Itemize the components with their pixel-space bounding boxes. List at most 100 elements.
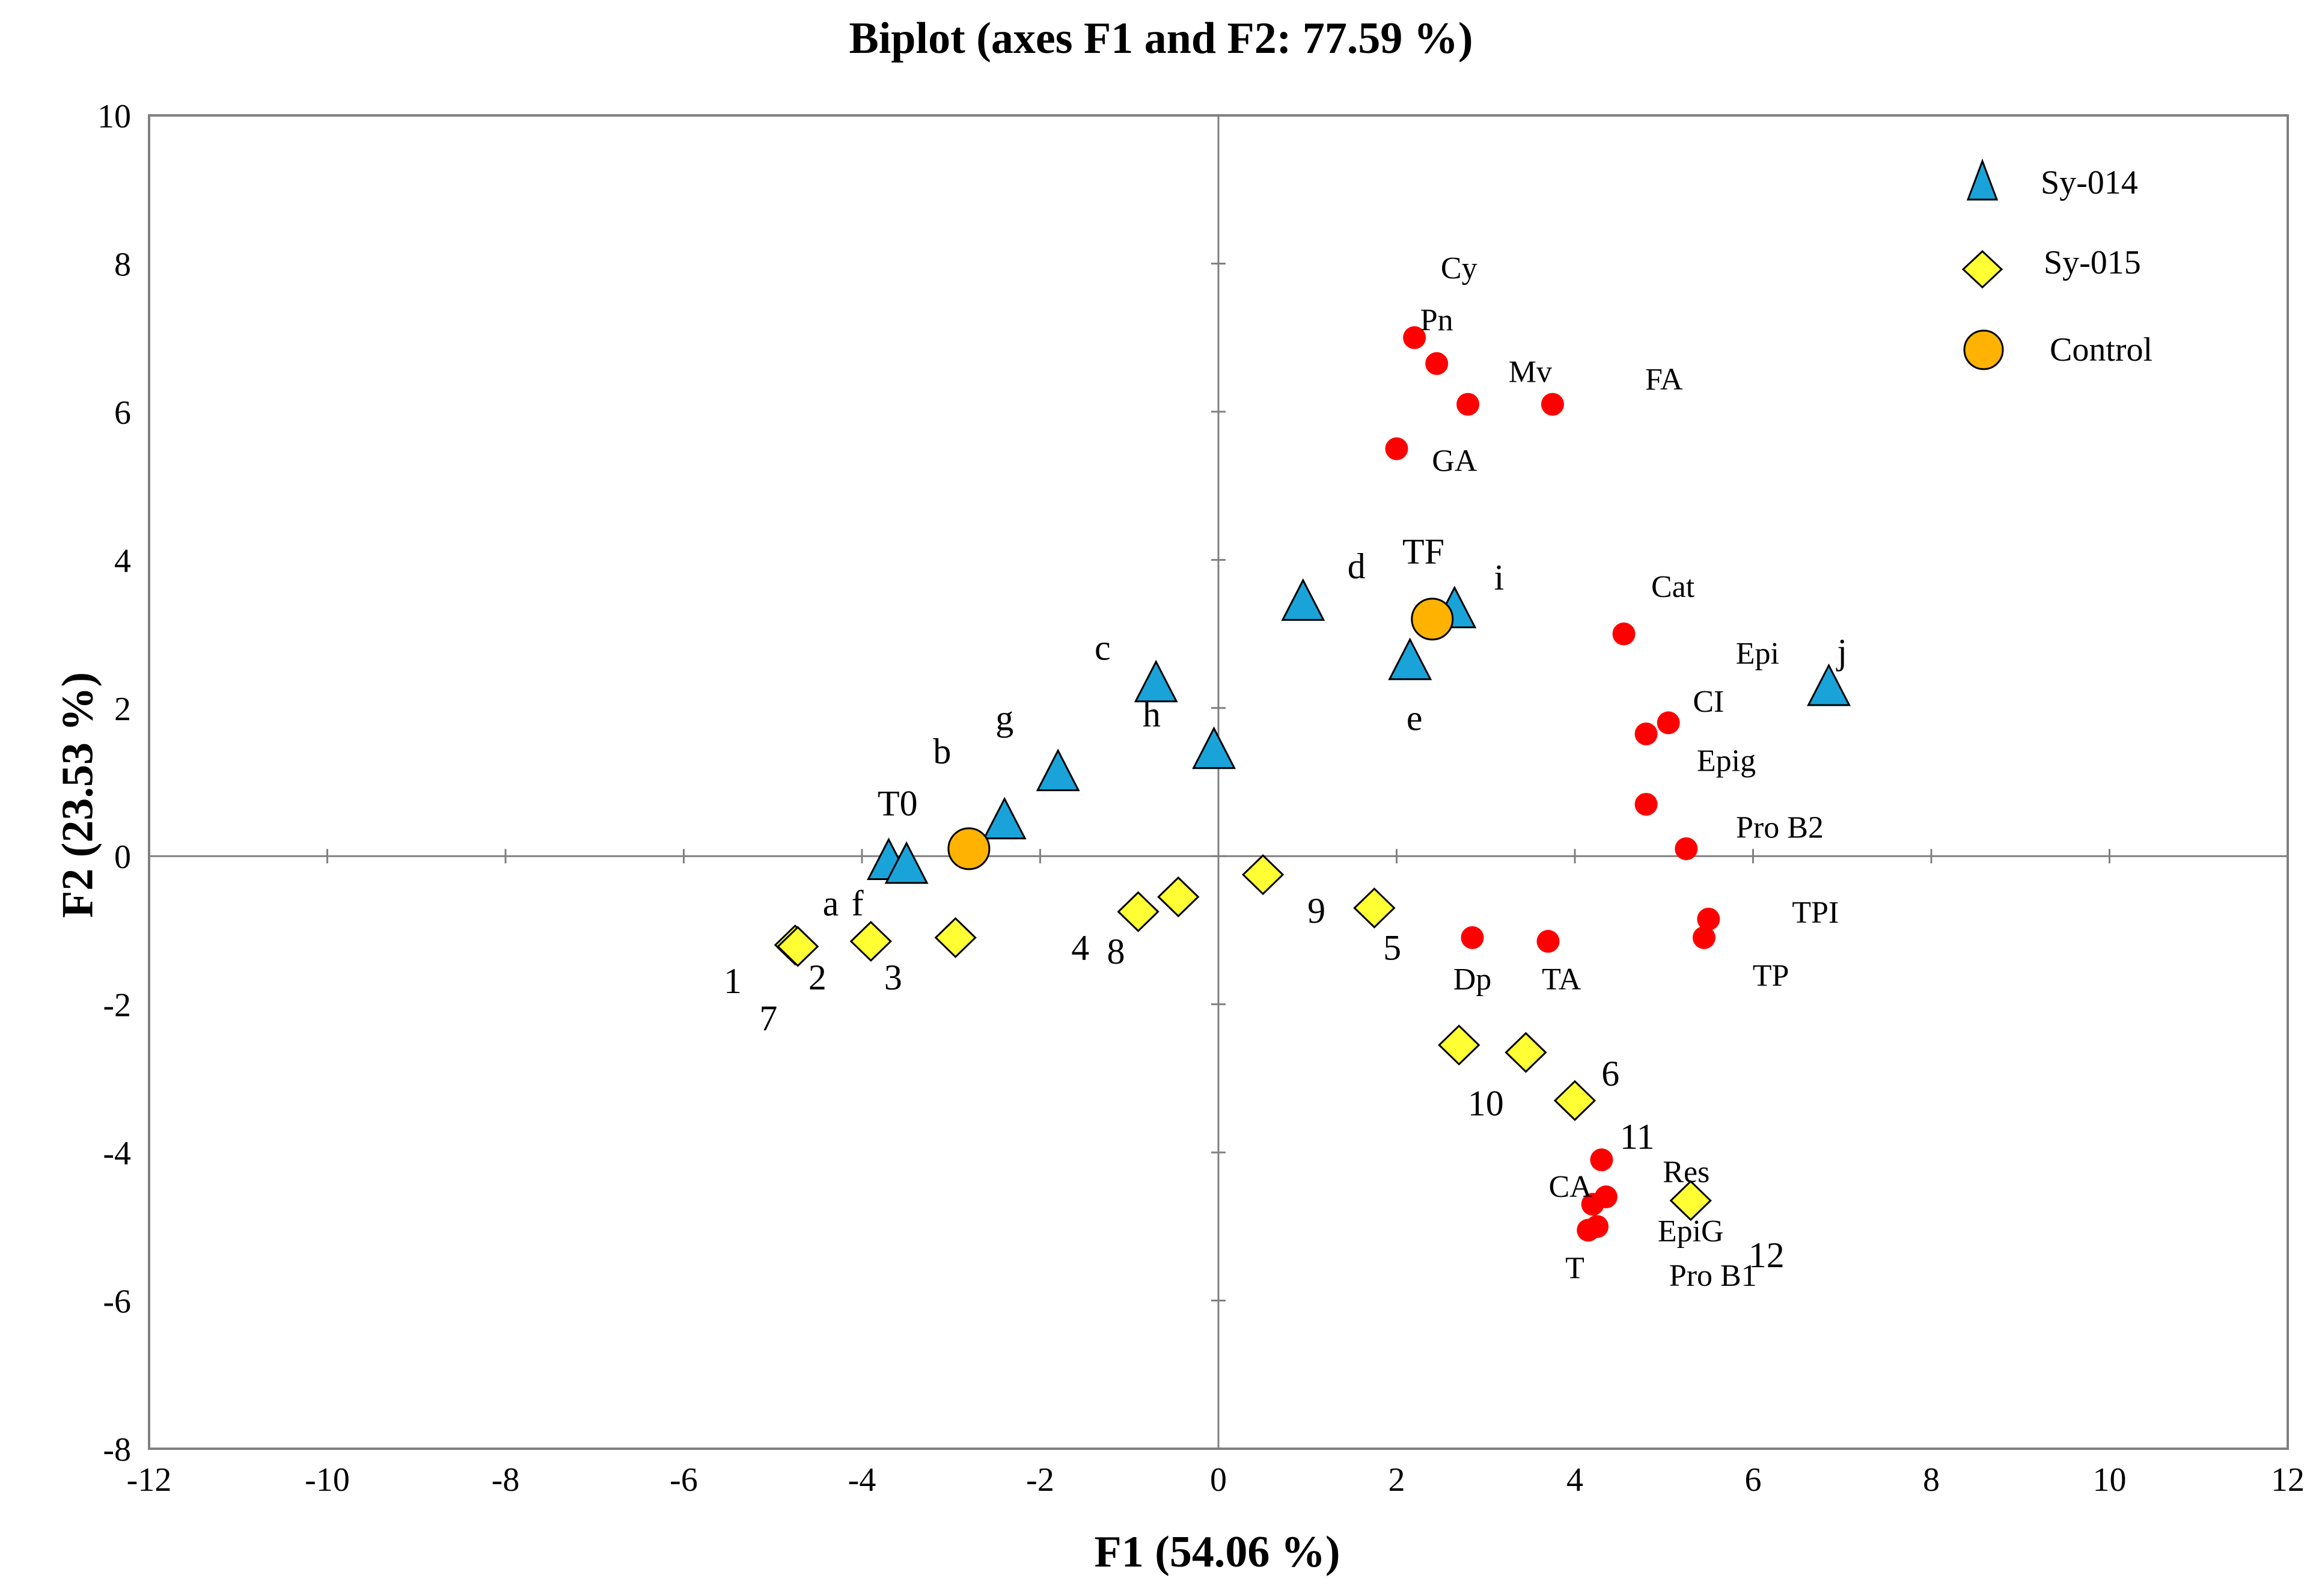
x-tick-label: -4: [848, 1461, 876, 1499]
point-label: d: [1348, 546, 1366, 586]
variable-point: [1425, 352, 1449, 375]
point-label: Dp: [1453, 962, 1492, 997]
point-label: Cat: [1651, 570, 1695, 604]
sy015-point: [1553, 1080, 1596, 1121]
sy015-point: [777, 926, 819, 967]
variable-point: [1536, 929, 1560, 953]
point-label: j: [1836, 632, 1847, 671]
y-tick-label: 4: [114, 542, 131, 579]
legend-sy014-triangle: [1966, 158, 1999, 201]
legend: Sy-014 Sy-015 Control: [1961, 158, 2152, 370]
control-point: [947, 827, 991, 870]
variable-point: [1541, 393, 1564, 416]
sy015-point: [934, 917, 977, 958]
variable-point: [1403, 326, 1426, 349]
point-label: h: [1143, 695, 1161, 735]
variable-point: [1634, 792, 1658, 816]
variable-point: [1612, 622, 1636, 646]
legend-sy014-label: Sy-014: [2041, 164, 2138, 201]
point-label: f: [852, 884, 864, 923]
variable-point: [1590, 1148, 1613, 1172]
variable-point: [1675, 837, 1698, 860]
point-label: 1: [724, 961, 742, 1001]
point-label: 2: [808, 958, 826, 997]
legend-sy015-diamond: [1961, 249, 2003, 289]
point-label: Pro B2: [1736, 810, 1824, 845]
point-label: Pro B1: [1669, 1259, 1757, 1293]
sy014-point: [1192, 726, 1236, 769]
variable-point: [1577, 1218, 1600, 1242]
sy015-point: [1157, 876, 1200, 918]
sy015-point: [1438, 1024, 1480, 1066]
point-label: TP: [1753, 959, 1789, 993]
variable-point: [1456, 393, 1480, 416]
variable-point: [1385, 437, 1408, 460]
sy014-point: [1388, 637, 1432, 680]
sy015-point: [1505, 1032, 1547, 1073]
point-label: Mv: [1509, 355, 1552, 390]
point-label: 7: [759, 998, 777, 1038]
x-tick-label: -2: [1026, 1461, 1054, 1499]
point-label: CA: [1548, 1170, 1592, 1204]
x-tick-label: 6: [1745, 1461, 1762, 1499]
point-label: a: [823, 884, 839, 923]
x-tick-label: -12: [127, 1461, 172, 1499]
point-label: e: [1407, 699, 1423, 738]
x-tick-label: 4: [1566, 1461, 1583, 1499]
point-label: Epi: [1736, 637, 1779, 671]
x-tick-label: 8: [1923, 1461, 1940, 1499]
point-label: TPI: [1792, 896, 1839, 930]
point-label: Pn: [1420, 303, 1453, 337]
y-tick-label: 6: [114, 394, 131, 432]
sy015-point: [1353, 887, 1396, 929]
sy014-point: [1134, 659, 1178, 703]
point-label: Cy: [1441, 251, 1477, 286]
variable-point: [1692, 926, 1716, 949]
x-tick-label: 2: [1389, 1461, 1405, 1499]
y-tick-label: -8: [103, 1431, 131, 1469]
y-tick-label: -2: [103, 987, 131, 1024]
x-tick-label: 10: [2093, 1461, 2127, 1499]
x-tick-label: -8: [492, 1461, 520, 1499]
sy014-point: [1036, 748, 1080, 792]
point-label: GA: [1432, 444, 1477, 478]
variable-point: [1461, 926, 1484, 949]
y-tick-label: -6: [103, 1283, 131, 1321]
x-axis-label: F1 (54.06 %): [1094, 1527, 1340, 1577]
x-tick-label: 0: [1210, 1461, 1227, 1499]
sy015-point: [849, 920, 892, 962]
point-label: FA: [1645, 362, 1683, 397]
legend-control-circle: [1963, 329, 2004, 370]
point-label: TA: [1542, 962, 1581, 997]
point-label: c: [1095, 628, 1111, 668]
point-label: Epig: [1697, 744, 1756, 778]
point-label: 6: [1601, 1054, 1619, 1093]
point-label: b: [933, 732, 951, 771]
point-label: CI: [1693, 685, 1724, 719]
point-label: g: [995, 699, 1013, 738]
y-tick-label: 10: [97, 98, 131, 135]
y-tick-label: 8: [114, 246, 131, 283]
sy015-point: [1117, 891, 1159, 932]
variable-point: [1634, 722, 1658, 745]
control-point: [1411, 598, 1454, 641]
chart-title: Biplot (axes F1 and F2: 77.59 %): [849, 14, 1473, 63]
legend-control-label: Control: [2050, 331, 2152, 368]
sy014-point: [1281, 578, 1325, 621]
point-label: 4: [1071, 928, 1089, 968]
sy015-point: [1669, 1180, 1712, 1221]
variable-point: [1657, 711, 1680, 735]
point-label: 9: [1307, 891, 1325, 931]
x-tick-label: -10: [305, 1461, 350, 1499]
sy015-point: [1241, 854, 1285, 896]
marks-group: [774, 326, 1851, 1242]
point-label: 10: [1468, 1084, 1504, 1124]
point-label: i: [1494, 558, 1505, 598]
y-tick-label: -4: [103, 1135, 131, 1172]
point-label: TF: [1402, 531, 1444, 571]
y-tick-label: 0: [114, 839, 131, 876]
point-label: EpiG: [1658, 1214, 1724, 1249]
